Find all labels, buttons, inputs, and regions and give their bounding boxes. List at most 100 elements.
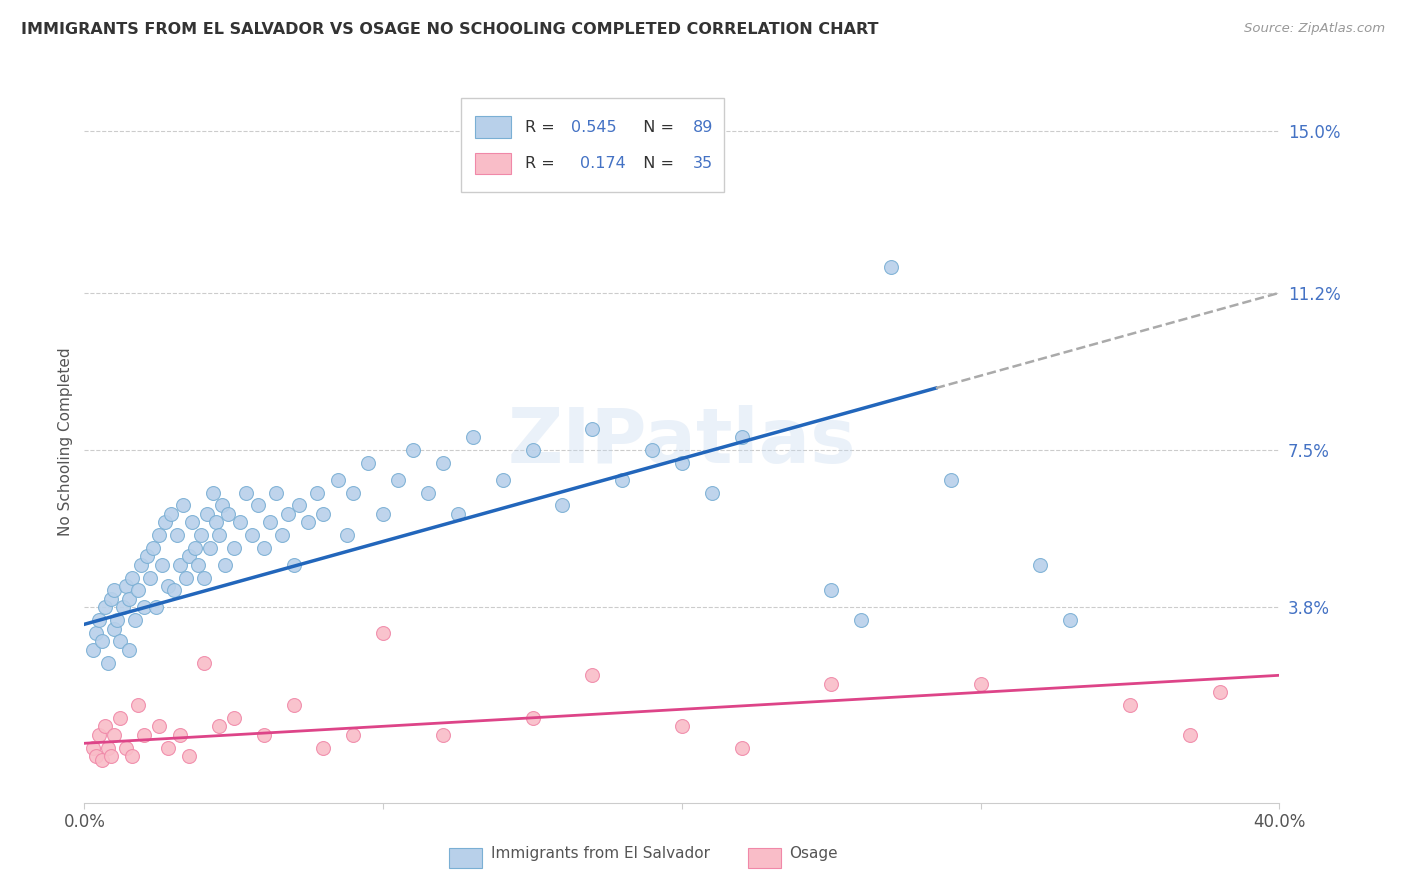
Point bbox=[118, 591, 141, 606]
Point bbox=[461, 430, 484, 444]
Point bbox=[163, 583, 186, 598]
Point bbox=[97, 740, 120, 755]
Point bbox=[432, 728, 454, 742]
Point bbox=[136, 549, 159, 564]
Point bbox=[169, 728, 191, 742]
Point bbox=[139, 570, 162, 584]
Point bbox=[671, 719, 693, 733]
Point bbox=[1029, 558, 1052, 572]
Point bbox=[129, 558, 152, 572]
Point bbox=[205, 516, 228, 530]
Point bbox=[121, 749, 143, 764]
Point bbox=[307, 485, 329, 500]
Text: 0.174: 0.174 bbox=[581, 156, 626, 171]
Point bbox=[447, 507, 470, 521]
Point bbox=[201, 485, 224, 500]
Text: 0.545: 0.545 bbox=[571, 120, 616, 135]
Point bbox=[731, 740, 754, 755]
Text: Immigrants from El Salvador: Immigrants from El Salvador bbox=[491, 846, 710, 861]
Point bbox=[312, 740, 335, 755]
Text: 89: 89 bbox=[693, 120, 713, 135]
Point bbox=[357, 456, 380, 470]
Point bbox=[246, 498, 269, 512]
Point bbox=[581, 668, 603, 682]
Point bbox=[198, 541, 221, 555]
Point bbox=[402, 443, 425, 458]
Point bbox=[94, 600, 117, 615]
Point bbox=[1119, 698, 1142, 712]
Point bbox=[105, 613, 128, 627]
Point bbox=[731, 430, 754, 444]
Point bbox=[208, 528, 231, 542]
Point bbox=[127, 583, 149, 598]
Point bbox=[432, 456, 454, 470]
Point bbox=[214, 558, 236, 572]
Point bbox=[103, 583, 125, 598]
Point bbox=[235, 485, 257, 500]
Point bbox=[336, 528, 359, 542]
Point bbox=[103, 622, 125, 636]
Point bbox=[492, 473, 515, 487]
Point bbox=[820, 583, 842, 598]
Point bbox=[851, 613, 873, 627]
Point bbox=[1178, 728, 1201, 742]
Point bbox=[118, 642, 141, 657]
Point bbox=[970, 677, 993, 691]
Point bbox=[148, 719, 170, 733]
Point bbox=[270, 528, 292, 542]
Point bbox=[259, 516, 281, 530]
Point bbox=[86, 625, 108, 640]
Point bbox=[208, 719, 231, 733]
Bar bbox=[748, 847, 782, 868]
Point bbox=[253, 728, 276, 742]
Point bbox=[880, 260, 903, 275]
Point bbox=[283, 558, 305, 572]
Point bbox=[373, 625, 395, 640]
Point bbox=[387, 473, 409, 487]
Point bbox=[82, 642, 104, 657]
Point bbox=[166, 528, 188, 542]
Text: ZIPatlas: ZIPatlas bbox=[508, 405, 856, 478]
Point bbox=[94, 719, 117, 733]
Text: 35: 35 bbox=[693, 156, 713, 171]
Bar bbox=[449, 847, 482, 868]
Point bbox=[115, 740, 138, 755]
Point bbox=[115, 579, 138, 593]
Point bbox=[187, 558, 209, 572]
Point bbox=[160, 507, 183, 521]
Text: R =: R = bbox=[526, 120, 560, 135]
Point bbox=[153, 516, 176, 530]
Point bbox=[522, 711, 544, 725]
Point bbox=[277, 507, 299, 521]
Point bbox=[181, 516, 204, 530]
Point bbox=[110, 711, 132, 725]
Point bbox=[416, 485, 439, 500]
Point bbox=[283, 698, 305, 712]
Point bbox=[132, 600, 156, 615]
Bar bbox=[475, 116, 510, 138]
Point bbox=[190, 528, 212, 542]
Point bbox=[297, 516, 319, 530]
Point bbox=[700, 485, 723, 500]
Point bbox=[312, 507, 335, 521]
Point bbox=[172, 498, 194, 512]
Point bbox=[86, 749, 108, 764]
Point bbox=[177, 549, 200, 564]
Point bbox=[100, 591, 122, 606]
Point bbox=[82, 740, 104, 755]
Point bbox=[264, 485, 287, 500]
Y-axis label: No Schooling Completed: No Schooling Completed bbox=[58, 347, 73, 536]
Point bbox=[124, 613, 146, 627]
Point bbox=[103, 728, 125, 742]
Text: Source: ZipAtlas.com: Source: ZipAtlas.com bbox=[1244, 22, 1385, 36]
Point bbox=[142, 541, 165, 555]
Point bbox=[174, 570, 197, 584]
Point bbox=[91, 634, 114, 648]
Point bbox=[612, 473, 634, 487]
Point bbox=[195, 507, 218, 521]
Point bbox=[110, 634, 132, 648]
Point bbox=[89, 613, 111, 627]
Point bbox=[222, 541, 245, 555]
Text: R =: R = bbox=[526, 156, 565, 171]
Point bbox=[373, 507, 395, 521]
